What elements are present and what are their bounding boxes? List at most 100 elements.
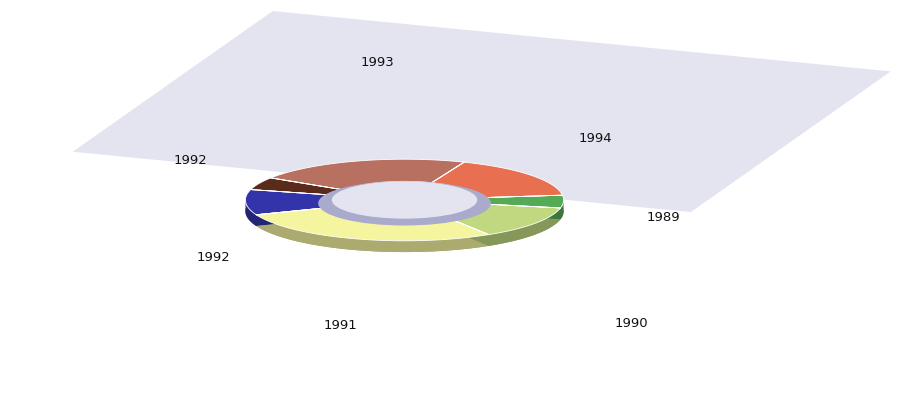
Polygon shape — [295, 230, 297, 242]
Polygon shape — [468, 237, 470, 249]
Polygon shape — [379, 218, 380, 229]
Polygon shape — [392, 219, 393, 230]
Polygon shape — [370, 217, 371, 228]
Polygon shape — [410, 219, 411, 230]
Polygon shape — [453, 239, 454, 251]
Polygon shape — [454, 239, 457, 250]
Polygon shape — [315, 234, 317, 246]
Polygon shape — [443, 204, 561, 235]
Text: 1993: 1993 — [360, 56, 395, 69]
Polygon shape — [470, 237, 473, 249]
Polygon shape — [435, 240, 436, 252]
Polygon shape — [412, 219, 413, 230]
Polygon shape — [290, 229, 292, 241]
Polygon shape — [374, 241, 376, 252]
Polygon shape — [314, 234, 315, 245]
Polygon shape — [259, 217, 260, 229]
Polygon shape — [378, 218, 379, 229]
Polygon shape — [393, 241, 395, 252]
Polygon shape — [413, 219, 414, 230]
Polygon shape — [251, 178, 344, 196]
Polygon shape — [351, 239, 354, 250]
Polygon shape — [278, 225, 279, 237]
Polygon shape — [338, 237, 340, 249]
Polygon shape — [317, 235, 319, 246]
Polygon shape — [431, 218, 432, 229]
Polygon shape — [414, 241, 415, 252]
Polygon shape — [406, 219, 407, 230]
Polygon shape — [294, 230, 295, 241]
Polygon shape — [270, 222, 271, 234]
Polygon shape — [432, 218, 433, 229]
Polygon shape — [371, 240, 374, 252]
Polygon shape — [457, 239, 459, 250]
Polygon shape — [473, 237, 474, 249]
Polygon shape — [355, 239, 357, 251]
Polygon shape — [373, 217, 375, 229]
Polygon shape — [421, 219, 423, 230]
Polygon shape — [490, 235, 491, 246]
Polygon shape — [262, 219, 263, 230]
Polygon shape — [411, 219, 412, 230]
Polygon shape — [283, 227, 284, 238]
Polygon shape — [368, 217, 369, 228]
Polygon shape — [279, 226, 281, 237]
Polygon shape — [299, 231, 301, 243]
Polygon shape — [427, 218, 428, 229]
Polygon shape — [395, 241, 397, 252]
Polygon shape — [404, 219, 405, 230]
Polygon shape — [274, 224, 275, 235]
Polygon shape — [271, 223, 273, 235]
Polygon shape — [439, 240, 441, 251]
Polygon shape — [423, 241, 425, 252]
Polygon shape — [378, 241, 381, 252]
Polygon shape — [394, 219, 395, 230]
Polygon shape — [329, 237, 332, 248]
Polygon shape — [418, 219, 419, 230]
Polygon shape — [245, 190, 336, 215]
Polygon shape — [462, 238, 464, 250]
Polygon shape — [305, 232, 306, 244]
Polygon shape — [405, 219, 406, 230]
Polygon shape — [340, 238, 342, 249]
Polygon shape — [430, 241, 432, 252]
Polygon shape — [385, 219, 386, 230]
Polygon shape — [440, 217, 441, 228]
Polygon shape — [396, 219, 398, 230]
Polygon shape — [401, 219, 402, 230]
Text: 1989: 1989 — [647, 210, 680, 223]
Polygon shape — [465, 238, 468, 249]
Polygon shape — [365, 240, 366, 251]
Polygon shape — [284, 227, 285, 239]
Polygon shape — [441, 240, 444, 251]
Polygon shape — [400, 219, 401, 230]
Polygon shape — [260, 217, 261, 229]
Polygon shape — [424, 219, 425, 230]
Polygon shape — [390, 219, 392, 230]
Polygon shape — [479, 236, 481, 248]
Polygon shape — [367, 217, 368, 228]
Polygon shape — [258, 216, 259, 228]
Polygon shape — [418, 241, 421, 252]
Polygon shape — [415, 241, 418, 252]
Polygon shape — [369, 240, 371, 251]
Polygon shape — [377, 218, 378, 229]
Polygon shape — [281, 226, 283, 238]
Polygon shape — [292, 229, 294, 241]
Polygon shape — [375, 217, 376, 229]
Polygon shape — [423, 219, 424, 230]
Polygon shape — [357, 239, 360, 251]
Polygon shape — [285, 227, 287, 239]
Polygon shape — [256, 207, 489, 241]
Polygon shape — [342, 238, 345, 249]
Polygon shape — [464, 238, 465, 249]
Polygon shape — [310, 233, 312, 245]
Polygon shape — [308, 233, 310, 244]
Polygon shape — [491, 235, 492, 246]
Polygon shape — [404, 241, 406, 252]
Polygon shape — [402, 241, 404, 252]
Polygon shape — [261, 218, 262, 230]
Polygon shape — [443, 215, 561, 246]
Polygon shape — [393, 219, 394, 230]
Polygon shape — [360, 239, 362, 251]
